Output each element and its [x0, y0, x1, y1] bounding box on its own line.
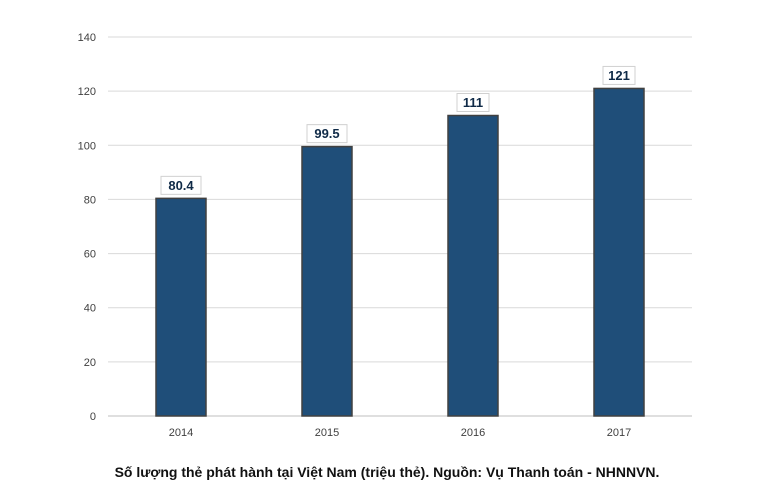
data-labels: 80.4 99.5 111 121 — [160, 65, 636, 195]
bar-2014 — [155, 197, 207, 417]
x-tick-label: 2016 — [461, 427, 485, 439]
x-axis-ticks: 2014 2015 2016 2017 — [169, 427, 631, 439]
bar-2017 — [593, 87, 645, 417]
data-label-box — [160, 175, 202, 195]
data-label-box — [602, 65, 636, 85]
data-label: 111 — [463, 95, 483, 110]
data-label: 99.5 — [314, 126, 339, 141]
y-tick-label: 20 — [84, 357, 96, 369]
y-axis-ticks: 0 20 40 60 80 100 120 140 — [78, 32, 96, 423]
y-tick-label: 120 — [78, 86, 96, 98]
y-tick-label: 0 — [90, 411, 96, 423]
y-tick-label: 140 — [78, 32, 96, 44]
x-tick-label: 2017 — [607, 427, 631, 439]
bar-2016 — [447, 114, 499, 417]
bar-2015 — [301, 145, 353, 417]
y-tick-label: 80 — [84, 194, 96, 206]
y-tick-label: 40 — [84, 303, 96, 315]
bars — [155, 87, 645, 417]
chart-caption: Số lượng thẻ phát hành tại Việt Nam (tri… — [114, 464, 660, 480]
data-label-box — [456, 93, 490, 113]
data-label: 80.4 — [168, 178, 194, 193]
data-label-box — [306, 124, 348, 144]
y-tick-label: 60 — [84, 249, 96, 261]
data-label: 121 — [608, 68, 630, 83]
x-tick-label: 2014 — [169, 427, 193, 439]
y-tick-label: 100 — [78, 140, 96, 152]
x-tick-label: 2015 — [315, 427, 339, 439]
